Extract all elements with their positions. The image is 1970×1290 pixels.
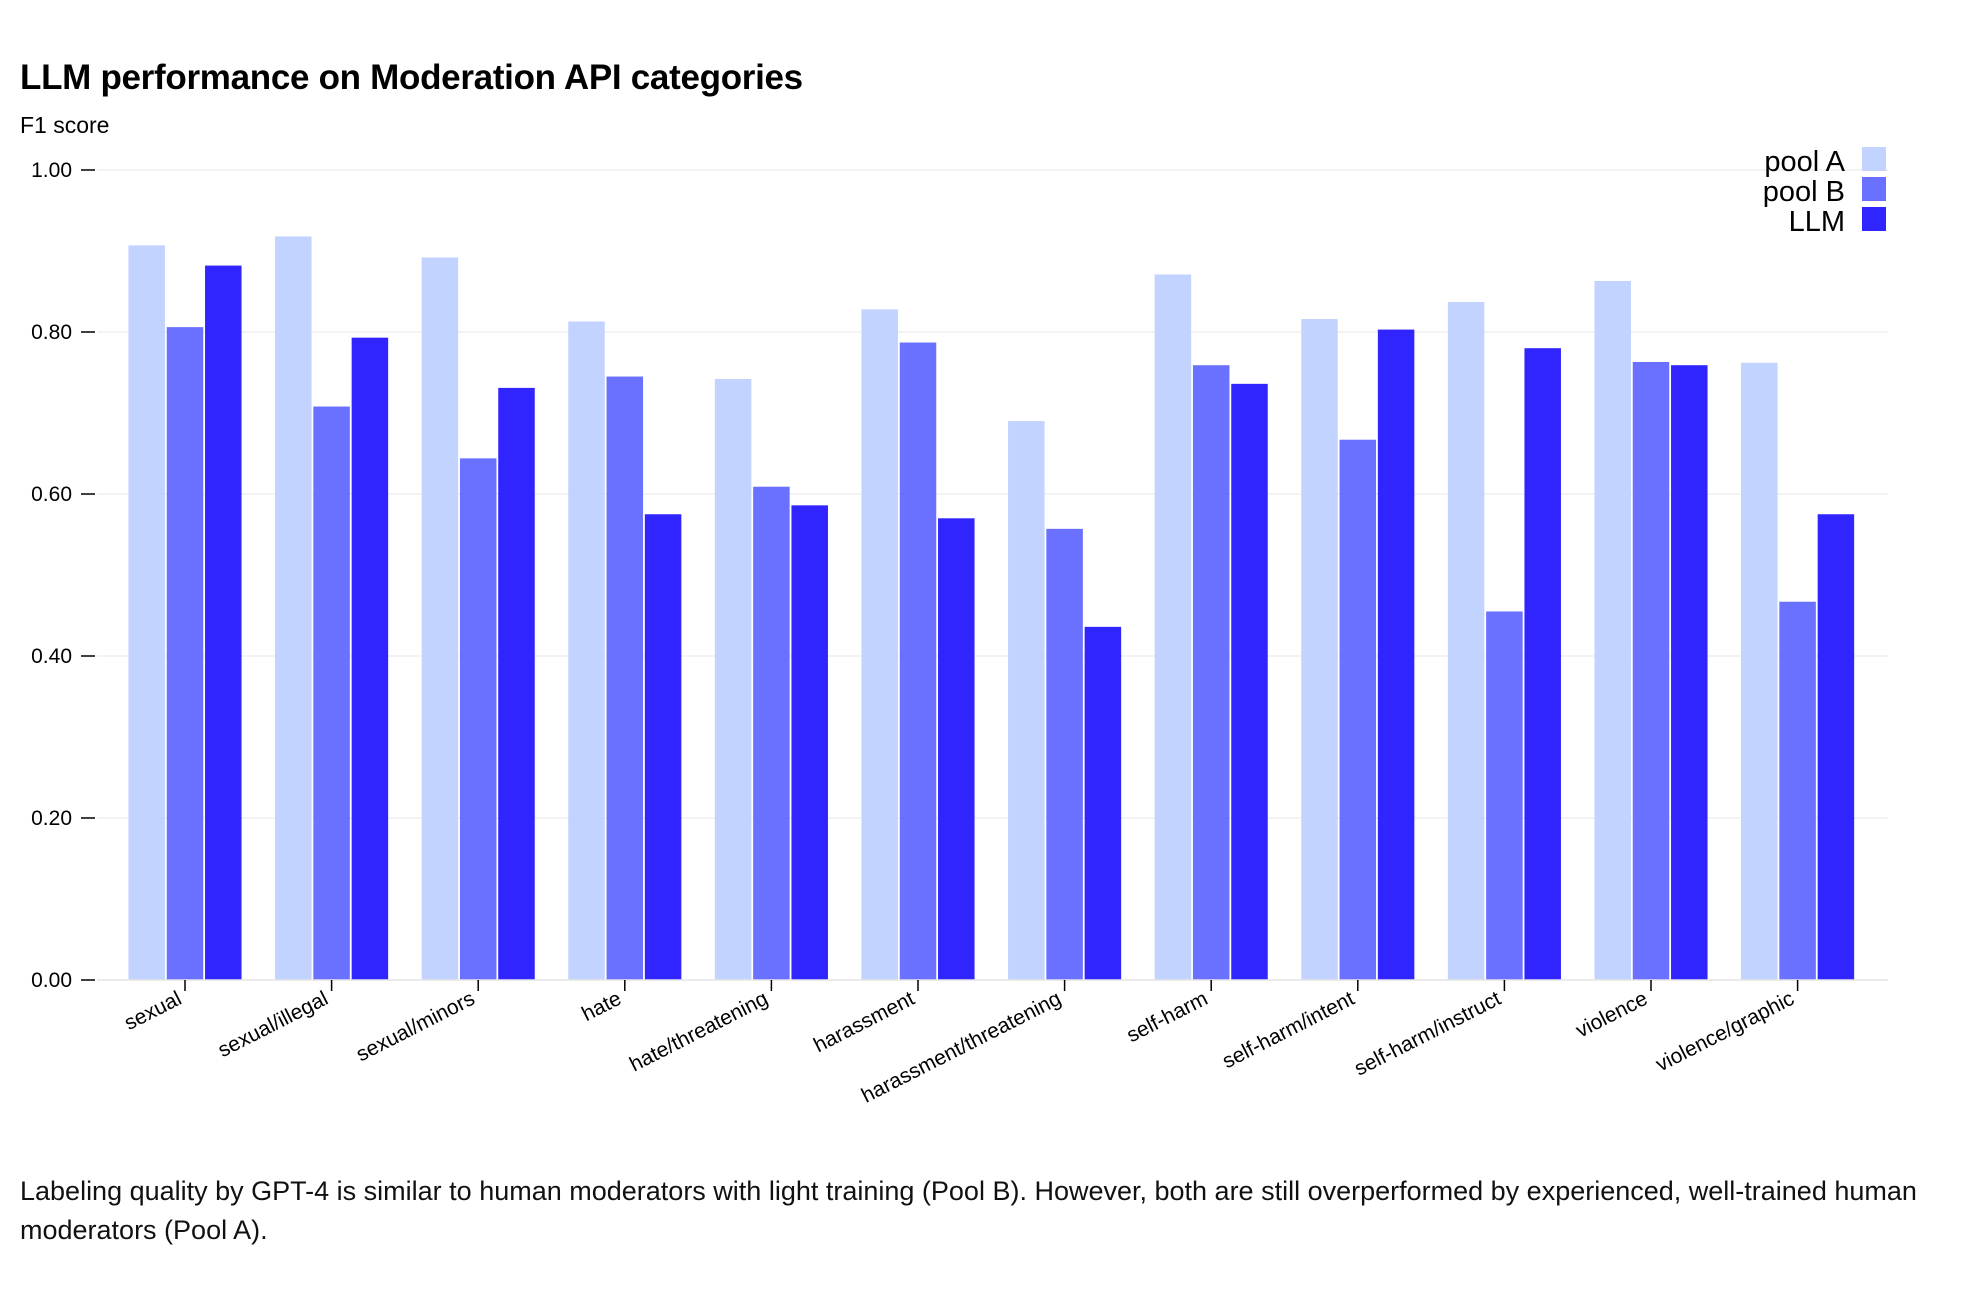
- bar-pool-b-harassment: [899, 342, 937, 980]
- chart-caption: Labeling quality by GPT-4 is similar to …: [20, 1176, 1917, 1245]
- x-tick-label: harassment: [810, 987, 918, 1057]
- x-tick-label: sexual/illegal: [214, 987, 332, 1062]
- bar-pool-b-self-harm-instruct: [1486, 611, 1523, 980]
- y-tick-label: 1.00: [31, 159, 72, 182]
- y-tick-label: 0.40: [31, 645, 72, 668]
- bar-pool-b-hate-threatening: [753, 486, 790, 980]
- bar-llm-self-harm-intent: [1377, 329, 1415, 980]
- legend-swatch: [1862, 177, 1886, 201]
- bar-pool-b-self-harm: [1192, 365, 1230, 981]
- bar-pool-a-sexual: [128, 245, 165, 980]
- legend-label: LLM: [1789, 206, 1845, 238]
- legend-swatch: [1862, 147, 1886, 171]
- bar-llm-hate-threatening: [791, 505, 828, 980]
- x-tick-label: violence: [1572, 987, 1651, 1042]
- bar-llm-self-harm-instruct: [1524, 348, 1561, 980]
- bar-pool-a-self-harm: [1154, 274, 1192, 980]
- bar-chart: 0.00 0.20 0.40 0.60 0.80 1.00 sexual sexual/il…: [31, 146, 1888, 1108]
- bar-pool-a-sexual-illegal: [275, 236, 312, 981]
- bar-pool-b-harassment-threatening: [1046, 528, 1083, 980]
- bar-pool-b-sexual-minors: [459, 458, 497, 980]
- x-tick-label: hate/threatening: [626, 987, 772, 1076]
- bar-llm-hate: [644, 514, 682, 980]
- bar-llm-sexual: [205, 265, 242, 981]
- x-tick-label: sexual: [121, 987, 186, 1035]
- bar-llm-sexual-minors: [498, 387, 535, 980]
- x-tick-label: self-harm/intent: [1219, 987, 1359, 1073]
- bar-pool-a-hate-threatening: [714, 378, 752, 981]
- bar-llm-harassment: [938, 518, 975, 980]
- bar-pool-a-harassment-threatening: [1008, 421, 1045, 981]
- chart-title: LLM performance on Moderation API catego…: [20, 58, 803, 97]
- x-tick-label: sexual/minors: [353, 987, 479, 1066]
- x-tick-label: violence/graphic: [1652, 987, 1798, 1076]
- bar-pool-a-self-harm-intent: [1301, 319, 1338, 980]
- bar-pool-b-self-harm-intent: [1339, 439, 1377, 981]
- y-tick-label: 0.00: [31, 969, 72, 992]
- bar-llm-violence-graphic: [1817, 514, 1855, 980]
- y-tick-label: 0.20: [31, 807, 72, 830]
- bar-pool-a-self-harm-instruct: [1447, 302, 1485, 980]
- bar-llm-sexual-illegal: [351, 337, 389, 980]
- bar-pool-a-violence-graphic: [1741, 362, 1778, 980]
- bar-pool-b-sexual-illegal: [313, 406, 350, 980]
- y-axis-label: F1 score: [20, 112, 110, 138]
- bar-pool-a-hate: [568, 321, 605, 981]
- x-tick-label: self-harm/instruct: [1351, 987, 1505, 1081]
- bars: [128, 236, 1855, 981]
- bar-pool-a-sexual-minors: [421, 257, 459, 981]
- y-tick-label: 0.80: [31, 321, 72, 344]
- legend-swatch: [1862, 207, 1886, 231]
- legend-label: pool B: [1763, 176, 1845, 208]
- bar-pool-a-violence: [1594, 280, 1631, 981]
- x-tick-label: self-harm: [1123, 987, 1211, 1047]
- bar-pool-b-violence-graphic: [1779, 601, 1816, 980]
- x-axis: sexual sexual/illegal sexual/minors hate hat…: [97, 979, 1888, 1108]
- bar-llm-violence: [1671, 365, 1708, 981]
- y-tick-label: 0.60: [31, 483, 72, 506]
- bar-pool-b-hate: [606, 376, 644, 980]
- x-tick-label: hate: [578, 987, 625, 1026]
- y-axis: 0.00 0.20 0.40 0.60 0.80 1.00: [31, 159, 95, 992]
- bar-pool-b-sexual: [166, 327, 204, 980]
- bar-pool-a-harassment: [861, 309, 898, 980]
- bar-llm-self-harm: [1231, 383, 1268, 981]
- bar-pool-b-violence: [1632, 361, 1670, 981]
- bar-llm-harassment-threatening: [1084, 626, 1122, 980]
- legend-label: pool A: [1764, 146, 1845, 178]
